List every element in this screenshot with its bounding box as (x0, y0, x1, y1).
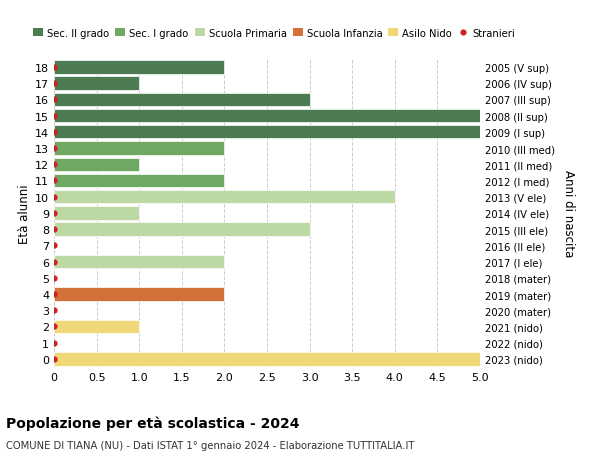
Y-axis label: Età alunni: Età alunni (18, 184, 31, 243)
Text: COMUNE DI TIANA (NU) - Dati ISTAT 1° gennaio 2024 - Elaborazione TUTTITALIA.IT: COMUNE DI TIANA (NU) - Dati ISTAT 1° gen… (6, 440, 415, 450)
Bar (54, 110, 480, 123)
Text: Popolazione per età scolastica - 2024: Popolazione per età scolastica - 2024 (6, 415, 299, 430)
Bar (54, 190, 395, 204)
Bar (54, 320, 139, 333)
Bar (54, 126, 480, 139)
Bar (54, 61, 224, 74)
Bar (54, 142, 224, 155)
Bar (54, 158, 139, 172)
Bar (54, 207, 139, 220)
Bar (54, 223, 310, 236)
Bar (54, 94, 310, 107)
Bar (54, 77, 139, 90)
Bar (54, 174, 224, 188)
Bar (54, 353, 480, 366)
Y-axis label: Anni di nascita: Anni di nascita (562, 170, 575, 257)
Bar (54, 288, 224, 301)
Legend: Sec. II grado, Sec. I grado, Scuola Primaria, Scuola Infanzia, Asilo Nido, Stran: Sec. II grado, Sec. I grado, Scuola Prim… (29, 25, 519, 43)
Bar (54, 255, 224, 269)
